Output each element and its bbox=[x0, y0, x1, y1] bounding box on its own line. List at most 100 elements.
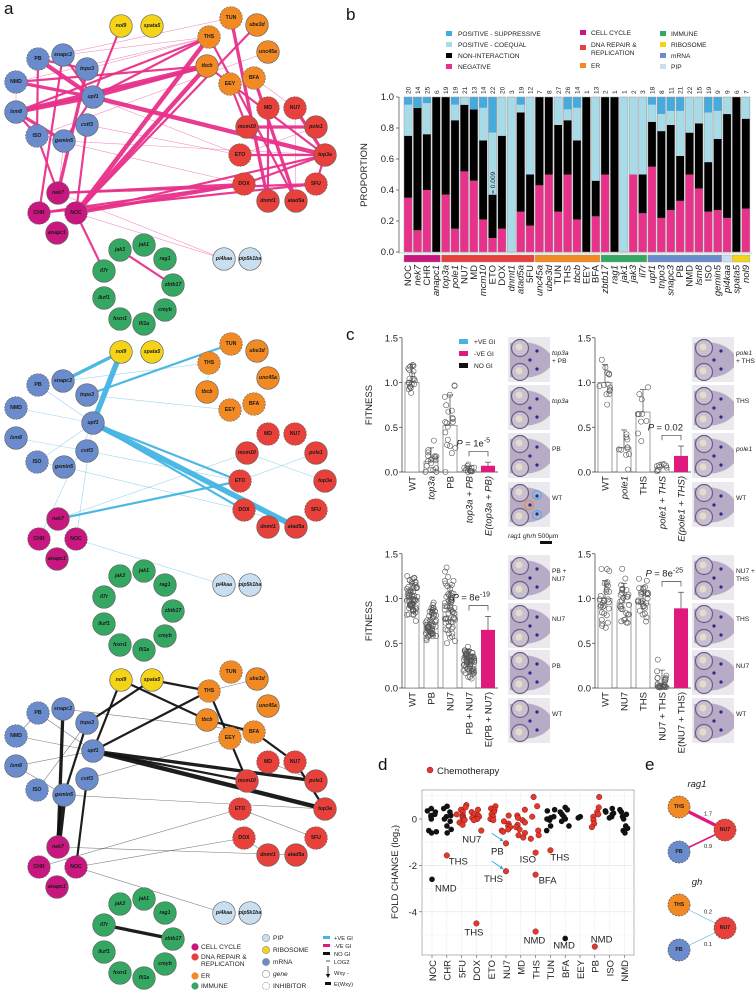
node-rag1[interactable]: rag1 bbox=[153, 901, 177, 925]
node-cmyb[interactable]: cmyb bbox=[153, 624, 177, 648]
node-pole1[interactable]: pole1 bbox=[304, 769, 328, 793]
node-snapc3[interactable]: snapc3 bbox=[51, 369, 75, 393]
node-NU7[interactable]: NU7 bbox=[283, 96, 307, 120]
node-EEY[interactable]: EEY bbox=[218, 72, 242, 96]
node-fli1a[interactable]: fli1a bbox=[132, 638, 156, 662]
node-BFA[interactable]: BFA bbox=[242, 392, 266, 416]
node-foxn1[interactable]: foxn1 bbox=[108, 961, 132, 985]
node-spata5[interactable]: spata5 bbox=[140, 668, 164, 692]
node-pi4kaa[interactable]: pi4kaa bbox=[212, 573, 236, 597]
node-THS[interactable]: THS bbox=[197, 679, 221, 703]
node-BFA[interactable]: BFA bbox=[242, 720, 266, 744]
node-jak1[interactable]: jak1 bbox=[132, 887, 156, 911]
node-pi4kaa[interactable]: pi4kaa bbox=[212, 247, 236, 271]
node-atad5a[interactable]: atad5a bbox=[284, 515, 308, 539]
node-unc45a[interactable]: unc45a bbox=[256, 366, 280, 390]
node-ikzf1[interactable]: ikzf1 bbox=[92, 286, 116, 310]
node-ETO[interactable]: ETO bbox=[228, 469, 252, 493]
node-upf1[interactable]: upf1 bbox=[81, 739, 105, 763]
node-mcm10[interactable]: mcm10 bbox=[235, 441, 259, 465]
node-NMD[interactable]: NMD bbox=[4, 396, 28, 420]
node-ube3d[interactable]: ube3d bbox=[245, 339, 269, 363]
node-anapc1[interactable]: anapc1 bbox=[45, 221, 69, 245]
node-DOX[interactable]: DOX bbox=[232, 826, 256, 850]
node-PB[interactable]: PB bbox=[26, 373, 50, 397]
node-pi4kaa[interactable]: pi4kaa bbox=[212, 901, 236, 925]
node-dnmt1[interactable]: dnmt1 bbox=[256, 515, 280, 539]
node-dnmt1[interactable]: dnmt1 bbox=[256, 189, 280, 213]
node-cmyb[interactable]: cmyb bbox=[153, 298, 177, 322]
node-ETO[interactable]: ETO bbox=[228, 143, 252, 167]
node-anapc1[interactable]: anapc1 bbox=[45, 875, 69, 899]
node-MD[interactable]: MD bbox=[256, 96, 280, 120]
node-upf1[interactable]: upf1 bbox=[81, 85, 105, 109]
node-gemin5[interactable]: gemin5 bbox=[52, 129, 76, 153]
node-NOC[interactable]: NOC bbox=[64, 855, 88, 879]
node-MD[interactable]: MD bbox=[256, 750, 280, 774]
node-5FU[interactable]: 5FU bbox=[304, 826, 328, 850]
node-TUN[interactable]: TUN bbox=[219, 660, 243, 684]
node-mcm10[interactable]: mcm10 bbox=[235, 769, 259, 793]
node-gemin5[interactable]: gemin5 bbox=[52, 455, 76, 479]
node-spata5[interactable]: spata5 bbox=[140, 14, 164, 38]
node-foxn1[interactable]: foxn1 bbox=[108, 307, 132, 331]
node-cmyb[interactable]: cmyb bbox=[153, 952, 177, 976]
node-ISO[interactable]: ISO bbox=[25, 450, 49, 474]
node-rag1[interactable]: rag1 bbox=[153, 247, 177, 271]
node-il7r[interactable]: il7r bbox=[92, 585, 116, 609]
node-pip5k1ba[interactable]: pip5k1ba bbox=[238, 901, 262, 925]
node-NMD[interactable]: NMD bbox=[4, 70, 28, 94]
node-DOX[interactable]: DOX bbox=[232, 172, 256, 196]
node-mcm10[interactable]: mcm10 bbox=[235, 115, 259, 139]
node-ISO[interactable]: ISO bbox=[25, 124, 49, 148]
node-zbtb17[interactable]: zbtb17 bbox=[161, 273, 185, 297]
node-lsm8[interactable]: lsm8 bbox=[4, 426, 28, 450]
node-zbtb17[interactable]: zbtb17 bbox=[161, 599, 185, 623]
node-tbcb[interactable]: tbcb bbox=[195, 54, 219, 78]
node-fli1a[interactable]: fli1a bbox=[132, 966, 156, 990]
node-5FU[interactable]: 5FU bbox=[304, 498, 328, 522]
node-atad5a[interactable]: atad5a bbox=[284, 843, 308, 867]
node-ube3d[interactable]: ube3d bbox=[245, 13, 269, 37]
node-nol9[interactable]: nol9 bbox=[109, 14, 133, 38]
node-snapc3[interactable]: snapc3 bbox=[51, 697, 75, 721]
node-gemin5[interactable]: gemin5 bbox=[52, 783, 76, 807]
node-fli1a[interactable]: fli1a bbox=[132, 312, 156, 336]
node-ube3d[interactable]: ube3d bbox=[245, 667, 269, 691]
node-nol9[interactable]: nol9 bbox=[109, 340, 133, 364]
node-rag1[interactable]: rag1 bbox=[153, 573, 177, 597]
node-TUN[interactable]: TUN bbox=[219, 6, 243, 30]
node-tnpo3[interactable]: tnpo3 bbox=[75, 57, 99, 81]
node-nol9[interactable]: nol9 bbox=[109, 668, 133, 692]
node-ETO[interactable]: ETO bbox=[228, 797, 252, 821]
node-lsm8[interactable]: lsm8 bbox=[4, 100, 28, 124]
node-TUN[interactable]: TUN bbox=[219, 332, 243, 356]
node-tbcb[interactable]: tbcb bbox=[195, 708, 219, 732]
node-EEY[interactable]: EEY bbox=[218, 398, 242, 422]
node-THS[interactable]: THS bbox=[197, 25, 221, 49]
node-zbtb17[interactable]: zbtb17 bbox=[161, 927, 185, 951]
node-foxn1[interactable]: foxn1 bbox=[108, 633, 132, 657]
node-cstf3[interactable]: cstf3 bbox=[75, 767, 99, 791]
node-NU7[interactable]: NU7 bbox=[283, 422, 307, 446]
node-pip5k1ba[interactable]: pip5k1ba bbox=[238, 247, 262, 271]
node-tbcb[interactable]: tbcb bbox=[195, 380, 219, 404]
node-THS[interactable]: THS bbox=[197, 351, 221, 375]
node-cstf3[interactable]: cstf3 bbox=[75, 113, 99, 137]
node-cstf3[interactable]: cstf3 bbox=[75, 439, 99, 463]
node-unc45a[interactable]: unc45a bbox=[256, 694, 280, 718]
node-PB[interactable]: PB bbox=[26, 47, 50, 71]
node-MD[interactable]: MD bbox=[256, 422, 280, 446]
node-5FU[interactable]: 5FU bbox=[304, 172, 328, 196]
node-EEY[interactable]: EEY bbox=[218, 726, 242, 750]
node-anapc1[interactable]: anapc1 bbox=[45, 547, 69, 571]
node-ikzf1[interactable]: ikzf1 bbox=[92, 940, 116, 964]
node-jak1[interactable]: jak1 bbox=[132, 559, 156, 583]
node-snapc3[interactable]: snapc3 bbox=[51, 43, 75, 67]
node-DOX[interactable]: DOX bbox=[232, 498, 256, 522]
node-il7r[interactable]: il7r bbox=[92, 259, 116, 283]
node-jak1[interactable]: jak1 bbox=[132, 233, 156, 257]
node-ikzf1[interactable]: ikzf1 bbox=[92, 612, 116, 636]
node-PB[interactable]: PB bbox=[26, 701, 50, 725]
node-spata5[interactable]: spata5 bbox=[140, 340, 164, 364]
